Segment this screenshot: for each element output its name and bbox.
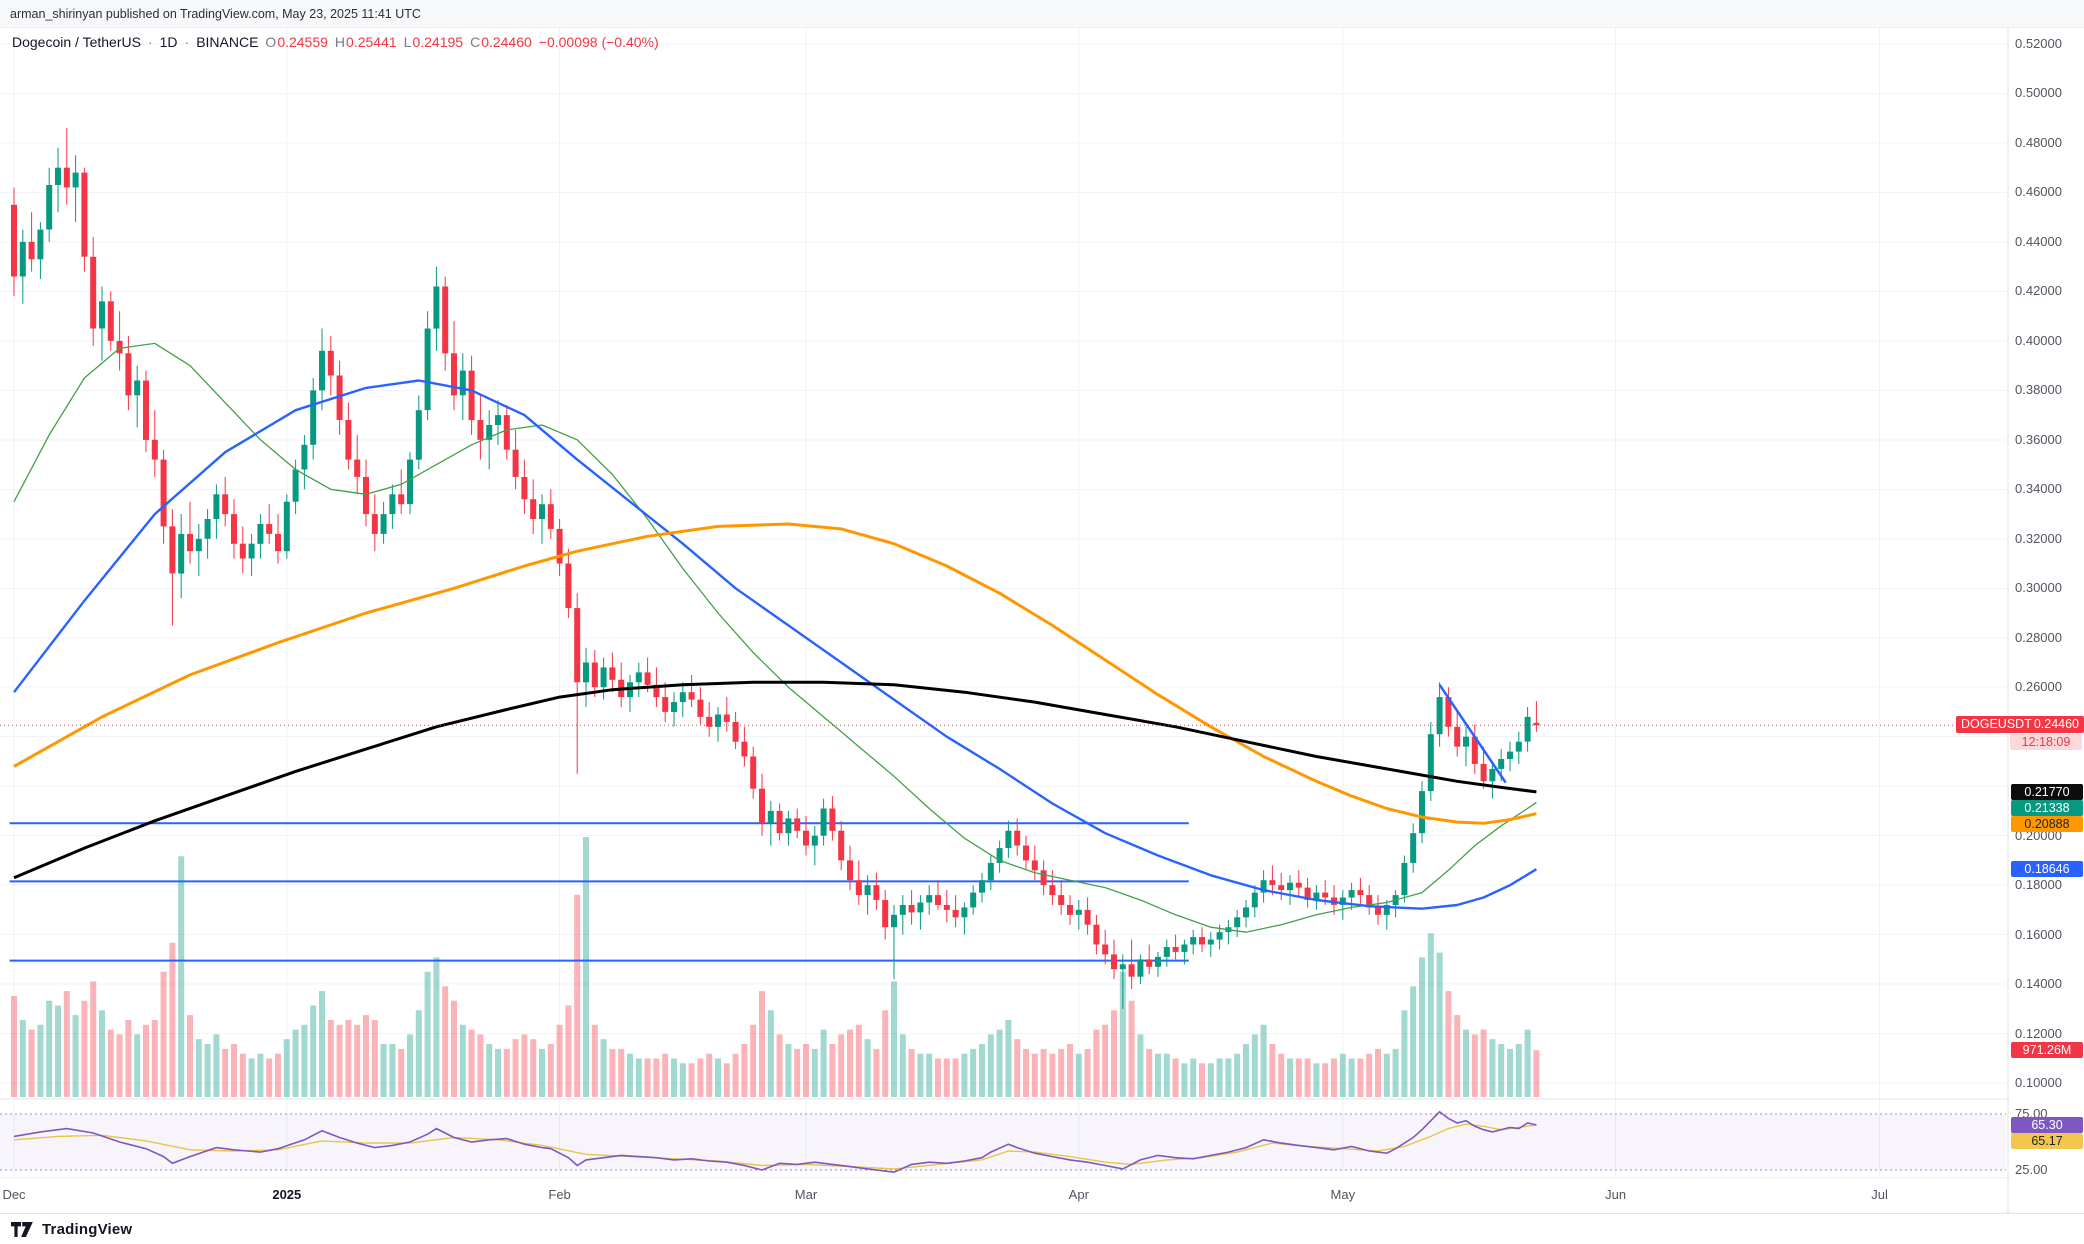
support-lines xyxy=(9,822,1189,962)
price-scale-label: 0.36000 xyxy=(2015,431,2062,447)
orange-ma-line xyxy=(13,522,1537,825)
ma-price-badge[interactable]: 0.21770 xyxy=(2011,783,2083,800)
price-scale-label: 0.48000 xyxy=(2015,134,2062,150)
symbol-legend[interactable]: Dogecoin / TetherUS · 1D · BINANCE O 0.24… xyxy=(12,34,659,50)
attribution-text: arman_shirinyan published on TradingView… xyxy=(10,6,421,21)
ohlc-high: H 0.25441 xyxy=(334,34,397,50)
time-axis-label[interactable]: Feb xyxy=(548,1187,571,1202)
ma-price-badge[interactable]: 0.21338 xyxy=(2011,799,2083,816)
price-scale[interactable]: 0.52000 0.50000 0.48000 0.46000 0.44000 0.420… xyxy=(1956,28,2084,1213)
price-scale-label: 0.46000 xyxy=(2015,184,2062,200)
volume-series xyxy=(11,837,1540,1097)
time-axis-label[interactable]: Apr xyxy=(1068,1187,1089,1202)
bar-countdown: 12:18:09 xyxy=(2010,734,2082,751)
price-scale-label: 0.38000 xyxy=(2015,382,2062,398)
rsi-ma-line xyxy=(13,1123,1537,1170)
volume-badge[interactable]: 971.26M xyxy=(2011,1042,2083,1058)
moving-average-lines xyxy=(13,342,1538,933)
rsi-pane xyxy=(0,1110,2006,1174)
badge-last-price: 0.24460 xyxy=(2033,717,2079,732)
time-axis-label[interactable]: Dec xyxy=(2,1187,26,1202)
rsi-value-badge[interactable]: 65.17 xyxy=(2011,1132,2083,1149)
price-scale-label: 0.40000 xyxy=(2015,332,2062,348)
price-scale-label: 0.28000 xyxy=(2015,629,2062,645)
interval-label[interactable]: 1D xyxy=(159,34,178,50)
time-axis-label[interactable]: Jul xyxy=(1871,1187,1888,1202)
trendline xyxy=(1438,684,1507,784)
time-axis-label[interactable]: Jun xyxy=(1605,1187,1627,1202)
ohlc-close: C 0.24460 xyxy=(470,34,532,50)
ma-price-badge[interactable]: 0.18646 xyxy=(2011,861,2083,878)
time-axis-label[interactable]: 2025 xyxy=(272,1187,302,1202)
price-scale-label: 0.34000 xyxy=(2015,481,2062,497)
time-axis-label[interactable]: Mar xyxy=(794,1187,818,1202)
legend-separator: · xyxy=(184,34,190,50)
ohlc-low: L 0.24195 xyxy=(403,34,464,50)
tradingview-brand[interactable]: TradingView xyxy=(42,1220,133,1238)
price-scale-label: 0.52000 xyxy=(2015,36,2062,51)
price-scale-label: 0.10000 xyxy=(2015,1075,2062,1091)
price-scale-label: 0.44000 xyxy=(2015,233,2062,249)
attribution-bar: arman_shirinyan published on TradingView… xyxy=(0,0,2084,28)
green-ma-line xyxy=(13,342,1537,933)
candlestick-series xyxy=(11,128,1540,1009)
trendline-layer xyxy=(1438,684,1507,784)
footer-bar: TradingView xyxy=(0,1213,2084,1244)
price-scale-label: 0.12000 xyxy=(2015,1025,2062,1041)
price-scale-label: 0.42000 xyxy=(2015,283,2062,299)
black-ma-line xyxy=(13,680,1537,880)
rsi-line xyxy=(13,1110,1537,1174)
time-axis-label[interactable]: May xyxy=(1330,1187,1356,1202)
symbol-price-badge[interactable]: DOGEUSDT 0.24460 12:18:09 xyxy=(1956,716,2084,751)
price-scale-label: 0.30000 xyxy=(2015,580,2062,596)
rsi-value-badge[interactable]: 65.30 xyxy=(2011,1116,2083,1133)
rsi-scale-label: 25.00 xyxy=(2015,1162,2048,1177)
change-label: −0.00098 (−0.40%) xyxy=(538,34,659,50)
legend-separator: · xyxy=(147,34,153,50)
blue-ma-line xyxy=(13,379,1538,910)
badge-symbol-name: DOGEUSDT xyxy=(1961,717,2032,732)
exchange-label[interactable]: BINANCE xyxy=(196,34,259,50)
ohlc-open: O 0.24559 xyxy=(265,34,328,50)
price-scale-label: 0.50000 xyxy=(2015,85,2062,101)
price-scale-label: 0.16000 xyxy=(2015,926,2062,942)
price-scale-label: 0.18000 xyxy=(2015,877,2062,893)
symbol-title[interactable]: Dogecoin / TetherUS xyxy=(12,34,141,50)
tradingview-logo-icon[interactable] xyxy=(10,1220,35,1239)
price-scale-label: 0.32000 xyxy=(2015,530,2062,546)
grid-lines xyxy=(0,28,2006,1178)
time-axis[interactable]: Dec 2025 Feb Mar Apr May Jun Jul xyxy=(0,1178,2006,1213)
price-scale-label: 0.26000 xyxy=(2015,679,2062,695)
ma-price-badge[interactable]: 0.20888 xyxy=(2011,815,2083,832)
price-scale-label: 0.14000 xyxy=(2015,976,2062,992)
